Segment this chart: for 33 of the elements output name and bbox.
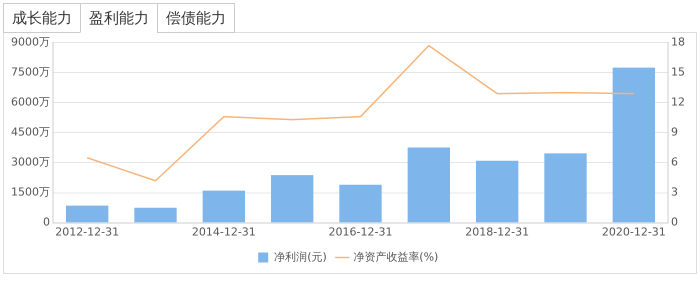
legend-label: 净资产收益率(%) <box>353 250 438 264</box>
text: 偿债能力 <box>157 3 235 33</box>
bar <box>408 148 450 222</box>
bar <box>544 153 587 222</box>
text: 成长能力 <box>3 3 81 33</box>
y2-tick-label: 18 <box>671 35 686 48</box>
text: 盈利能力 <box>80 3 158 33</box>
x-tick-label: 2016-12-31 <box>328 225 392 238</box>
y-tick-label: 7500万 <box>10 65 50 78</box>
y-tick-label: 3000万 <box>10 156 50 169</box>
y-tick-label: 4500万 <box>10 126 50 139</box>
bar <box>270 175 314 222</box>
x-tick-label: 2014-12-31 <box>192 225 256 238</box>
bar <box>339 184 382 222</box>
y-tick-label: 6000万 <box>10 96 50 109</box>
y2-tick-label: 6 <box>671 156 678 169</box>
x-tick-label: 2018-12-31 <box>465 225 530 238</box>
bar <box>476 160 518 222</box>
x-tick-label: 2020-12-31 <box>602 225 666 238</box>
bar <box>202 190 246 222</box>
y-tick-label: 1500万 <box>10 186 50 199</box>
y2-tick-label: 15 <box>671 65 686 78</box>
x-tick-label: 2012-12-31 <box>55 225 120 238</box>
y-tick-label: 9000万 <box>10 35 50 48</box>
legend-label: 净利润(元) <box>274 250 327 264</box>
y-tick-label: 0 <box>42 216 50 229</box>
bar <box>66 206 108 222</box>
y2-tick-label: 3 <box>671 186 678 199</box>
bar <box>612 68 656 222</box>
y2-tick-label: 12 <box>671 96 686 109</box>
y2-tick-label: 0 <box>671 216 678 229</box>
y2-tick-label: 9 <box>671 126 678 139</box>
bar <box>134 208 177 222</box>
